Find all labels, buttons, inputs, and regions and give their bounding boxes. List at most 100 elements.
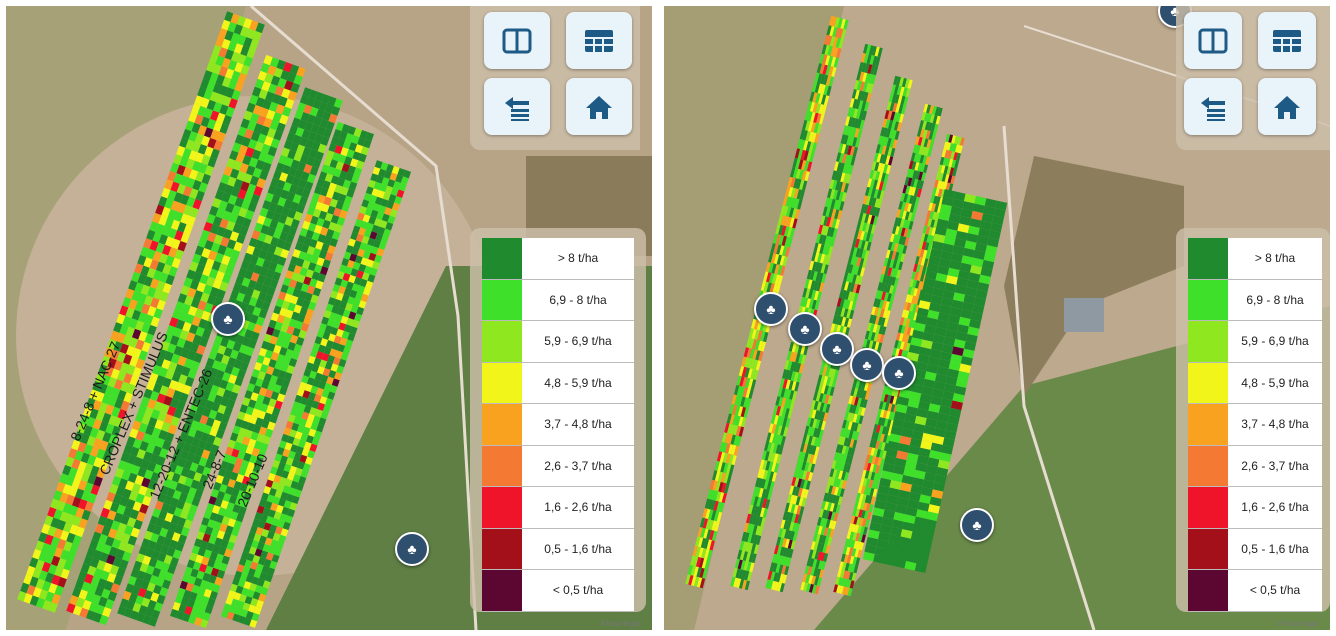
yield-cell [146, 443, 156, 454]
yield-cell [234, 376, 244, 387]
home-button[interactable] [566, 78, 632, 135]
yield-cell [166, 387, 176, 398]
yield-cell [959, 137, 965, 146]
yield-cell [137, 587, 147, 598]
yield-cell [286, 364, 295, 375]
yield-cell [755, 477, 761, 488]
yield-cell [263, 522, 272, 531]
yield-cell [878, 181, 884, 191]
yield-cell [212, 278, 223, 290]
yield-cell [273, 384, 282, 394]
yield-cell [206, 61, 216, 73]
crop-marker[interactable]: ♣ [850, 348, 884, 382]
left-map-panel[interactable]: 8-24-8 + NAC-27 CROPLEX + STIMULUS 12-20… [6, 6, 652, 630]
right-map-panel[interactable]: ♣ ♣ ♣ ♣ ♣ ♣ ♣ > 8 t/ha 6,9 - 8 t/ha 5,9 - … [664, 6, 1330, 630]
crop-marker[interactable]: ♣ [960, 508, 994, 542]
yield-cell [389, 208, 398, 218]
table-view-button[interactable] [1258, 12, 1316, 69]
crop-marker[interactable]: ♣ [882, 356, 916, 390]
yield-cell [249, 524, 258, 534]
yield-cell [870, 332, 876, 341]
yield-cell [95, 541, 106, 553]
yield-cell [921, 285, 934, 295]
yield-cell [854, 431, 860, 441]
yield-cell [898, 388, 911, 399]
yield-cell [866, 322, 872, 332]
crop-marker[interactable]: ♣ [820, 332, 854, 366]
yield-cell [111, 538, 122, 549]
legend-row: 1,6 - 2,6 t/ha [1188, 487, 1322, 529]
crop-marker[interactable]: ♣ [788, 312, 822, 346]
yield-cell [271, 254, 281, 264]
yield-cell [805, 471, 811, 481]
layers-list-button[interactable] [484, 78, 550, 135]
yield-cell [333, 168, 342, 178]
legend-row: > 8 t/ha [482, 238, 634, 280]
split-view-button[interactable] [484, 12, 550, 69]
yield-cell [936, 319, 949, 330]
yield-cell [751, 328, 757, 340]
yield-cell [791, 342, 797, 353]
yield-cell [248, 546, 257, 555]
split-view-button[interactable] [1184, 12, 1242, 69]
yield-cell [952, 143, 958, 152]
yield-cell [161, 187, 171, 199]
yield-cell [351, 283, 360, 292]
yield-cell [162, 478, 172, 488]
yield-cell [919, 119, 925, 129]
yield-cell [697, 526, 703, 538]
yield-cell [221, 19, 231, 31]
yield-cell [124, 543, 135, 554]
yield-cell [821, 273, 827, 284]
yield-cell [186, 598, 196, 608]
yield-cell [893, 511, 906, 522]
yield-cell [826, 216, 832, 227]
yield-cell [937, 204, 942, 214]
crop-marker[interactable]: ♣ [754, 292, 788, 326]
yield-cell [795, 362, 802, 373]
yield-cell [817, 525, 823, 535]
yield-cell [170, 353, 181, 364]
crop-marker[interactable]: ♣ [211, 302, 245, 336]
yield-cell [218, 47, 228, 58]
yield-cell [330, 290, 339, 299]
yield-cell [892, 396, 898, 405]
yield-cell [72, 496, 82, 508]
yield-cell [803, 582, 809, 592]
yield-cell [337, 343, 346, 353]
yield-cell [264, 349, 274, 359]
yield-cell [911, 271, 916, 280]
yield-cell [843, 437, 849, 447]
yield-cell [326, 189, 335, 199]
yield-cell [714, 470, 721, 482]
yield-cell [187, 486, 197, 497]
yield-cell [189, 261, 199, 272]
yield-cell [32, 586, 42, 598]
yield-cell [54, 547, 64, 558]
yield-cell [982, 259, 995, 270]
yield-cell [826, 385, 832, 396]
yield-cell [690, 565, 696, 576]
table-view-button[interactable] [566, 12, 632, 69]
yield-cell [859, 517, 864, 527]
yield-cell [770, 452, 776, 463]
yield-cell [896, 217, 902, 227]
yield-cell [167, 343, 177, 354]
legend-row: 2,6 - 3,7 t/ha [482, 445, 634, 487]
yield-cell [272, 328, 281, 338]
home-button[interactable] [1258, 78, 1316, 135]
yield-cell [220, 337, 230, 348]
yield-cell [854, 396, 859, 406]
yield-cell [803, 160, 810, 171]
yield-cell [235, 215, 245, 226]
crop-marker[interactable]: ♣ [395, 532, 429, 566]
yield-cell [181, 303, 191, 314]
yield-cell [894, 130, 900, 140]
yield-cell [318, 250, 328, 260]
layers-list-button[interactable] [1184, 78, 1242, 135]
yield-cell [162, 537, 172, 548]
yield-cell [322, 331, 331, 340]
yield-cell [275, 504, 284, 514]
yield-cell [295, 409, 304, 419]
yield-cell [243, 252, 253, 263]
